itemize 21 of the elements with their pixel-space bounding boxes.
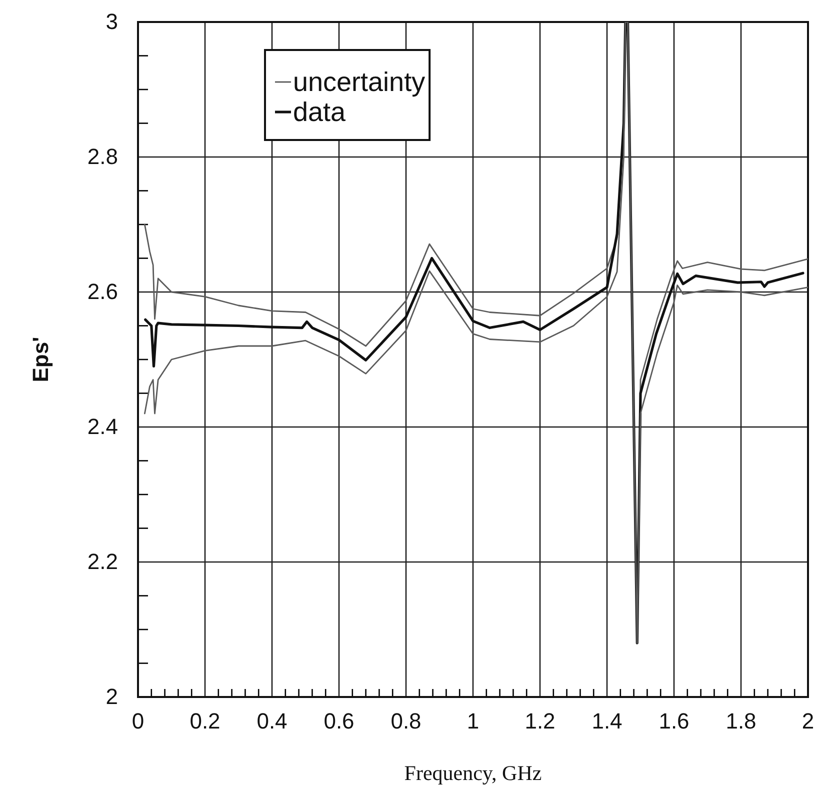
legend-label: uncertainty <box>293 67 426 97</box>
legend-label: data <box>293 97 347 127</box>
y-tick-label: 2.6 <box>87 279 118 304</box>
x-tick-label: 1.4 <box>592 708 622 734</box>
x-tick-label: 1.6 <box>658 708 690 734</box>
y-tick-label: 2.4 <box>87 414 118 440</box>
x-tick-label: 1.8 <box>726 708 756 734</box>
y-tick-label: 3 <box>106 9 118 34</box>
y-tick-label: 2.2 <box>87 549 118 574</box>
x-tick-label: 0.8 <box>390 708 422 734</box>
x-tick-label: 2 <box>802 708 814 734</box>
x-tick-label: 0 <box>132 708 144 734</box>
y-tick-label: 2.8 <box>87 144 118 170</box>
x-tick-label: 0.4 <box>256 708 288 734</box>
x-tick-label: 0.2 <box>190 708 220 734</box>
x-tick-label: 0.6 <box>324 708 354 734</box>
x-tick-label: 1.2 <box>524 708 556 734</box>
y-axis-title: Eps' <box>28 336 53 382</box>
x-axis-title: Frequency, GHz <box>404 761 542 785</box>
y-tick-label: 2 <box>106 684 118 710</box>
x-tick-label: 1 <box>466 708 480 734</box>
